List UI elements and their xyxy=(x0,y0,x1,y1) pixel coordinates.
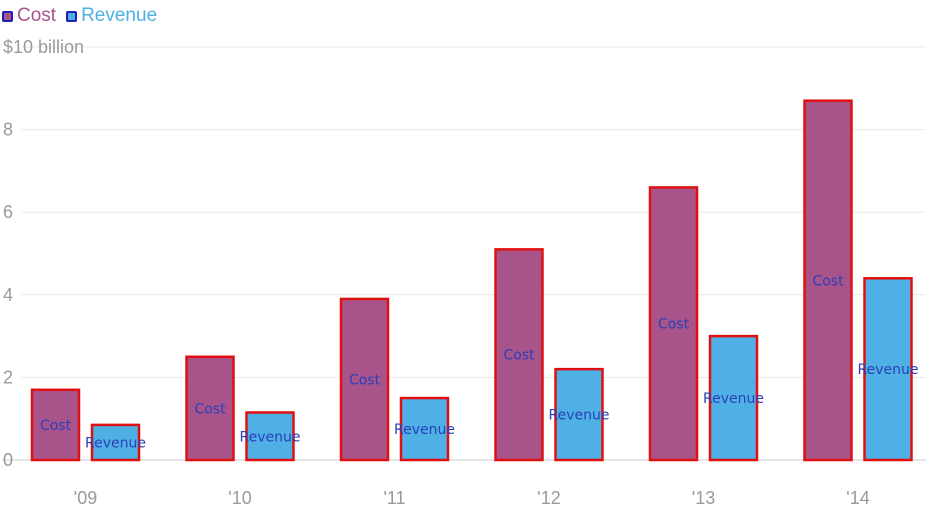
bar-cost[interactable] xyxy=(185,355,235,462)
bar-label: Cost xyxy=(503,348,535,364)
label-layer: 0 2 4 6 8 $10 billion Cost Revenue '09 Cost Revenu… xyxy=(3,37,918,508)
bar-cost[interactable] xyxy=(648,186,699,462)
bar-label: Cost xyxy=(658,317,690,333)
bar-label: Revenue xyxy=(85,435,146,451)
y-tick-label: 2 xyxy=(3,367,13,387)
bar-label: Revenue xyxy=(703,391,764,407)
bar-label: Cost xyxy=(40,418,72,434)
grid-layer xyxy=(2,46,926,461)
y-tick-label: 6 xyxy=(3,202,13,222)
legend-item-cost[interactable]: Cost xyxy=(2,5,56,27)
legend-label-revenue: Revenue xyxy=(81,5,158,26)
bar-revenue[interactable] xyxy=(90,423,141,462)
legend-swatch-revenue xyxy=(66,10,78,22)
y-tick-label: 0 xyxy=(3,450,13,470)
bar-cost[interactable] xyxy=(494,248,544,462)
bar-cost[interactable] xyxy=(30,388,81,462)
y-tick-label: $10 billion xyxy=(3,37,84,57)
x-tick-label: '09 xyxy=(74,488,97,508)
legend: Cost Revenue xyxy=(2,5,167,27)
bar-cost[interactable] xyxy=(339,297,390,462)
legend-label-cost: Cost xyxy=(17,5,57,26)
legend-item-revenue[interactable]: Revenue xyxy=(66,5,157,27)
x-tick-label: '12 xyxy=(537,488,560,508)
bar-revenue[interactable] xyxy=(245,411,295,462)
bar-revenue[interactable] xyxy=(863,277,913,462)
bar-layer xyxy=(30,99,913,462)
bar-label: Revenue xyxy=(240,429,301,445)
x-tick-label: '11 xyxy=(383,488,405,508)
bar-revenue[interactable] xyxy=(554,367,604,462)
x-tick-label: '13 xyxy=(692,488,715,508)
bar-label: Cost xyxy=(349,372,381,388)
bar-label: Revenue xyxy=(858,362,919,378)
bar-cost[interactable] xyxy=(803,99,853,462)
legend-swatch-cost xyxy=(2,10,13,22)
x-tick-label: '10 xyxy=(228,488,251,508)
bar-label: Revenue xyxy=(549,408,610,424)
bar-revenue[interactable] xyxy=(708,334,759,462)
bar-label: Cost xyxy=(194,401,226,417)
bar-label: Cost xyxy=(812,273,844,289)
y-tick-label: 8 xyxy=(3,120,13,140)
x-tick-label: '14 xyxy=(846,488,869,508)
bar-revenue[interactable] xyxy=(399,396,450,462)
y-tick-label: 4 xyxy=(3,285,13,305)
bar-label: Revenue xyxy=(394,422,455,438)
